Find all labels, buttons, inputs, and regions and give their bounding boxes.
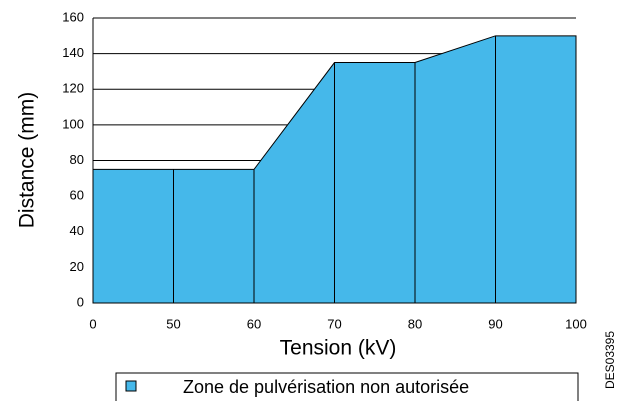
x-tick-label: 90 [488, 316, 502, 331]
y-tick-label: 120 [62, 81, 84, 96]
legend-label: Zone de pulvérisation non autorisée [183, 377, 469, 397]
x-tick-label: 50 [166, 316, 180, 331]
y-tick-label: 140 [62, 45, 84, 60]
legend-box [115, 372, 579, 401]
legend-swatch [125, 380, 137, 392]
y-tick-label: 0 [77, 294, 84, 309]
x-tick-label: 60 [247, 316, 261, 331]
x-tick-label: 100 [565, 316, 587, 331]
y-tick-label: 40 [70, 223, 84, 238]
y-tick-label: 80 [70, 152, 84, 167]
x-tick-label: 80 [408, 316, 422, 331]
y-tick-label: 60 [70, 188, 84, 203]
x-tick-label: 0 [89, 316, 96, 331]
y-axis-label: Distance (mm) [16, 92, 39, 229]
y-tick-label: 160 [62, 9, 84, 24]
x-tick-label: 70 [327, 316, 341, 331]
y-tick-label: 100 [62, 116, 84, 131]
y-tick-label: 20 [70, 259, 84, 274]
x-axis-label: Tension (kV) [280, 337, 397, 360]
annotation: DES03395 [603, 331, 617, 389]
